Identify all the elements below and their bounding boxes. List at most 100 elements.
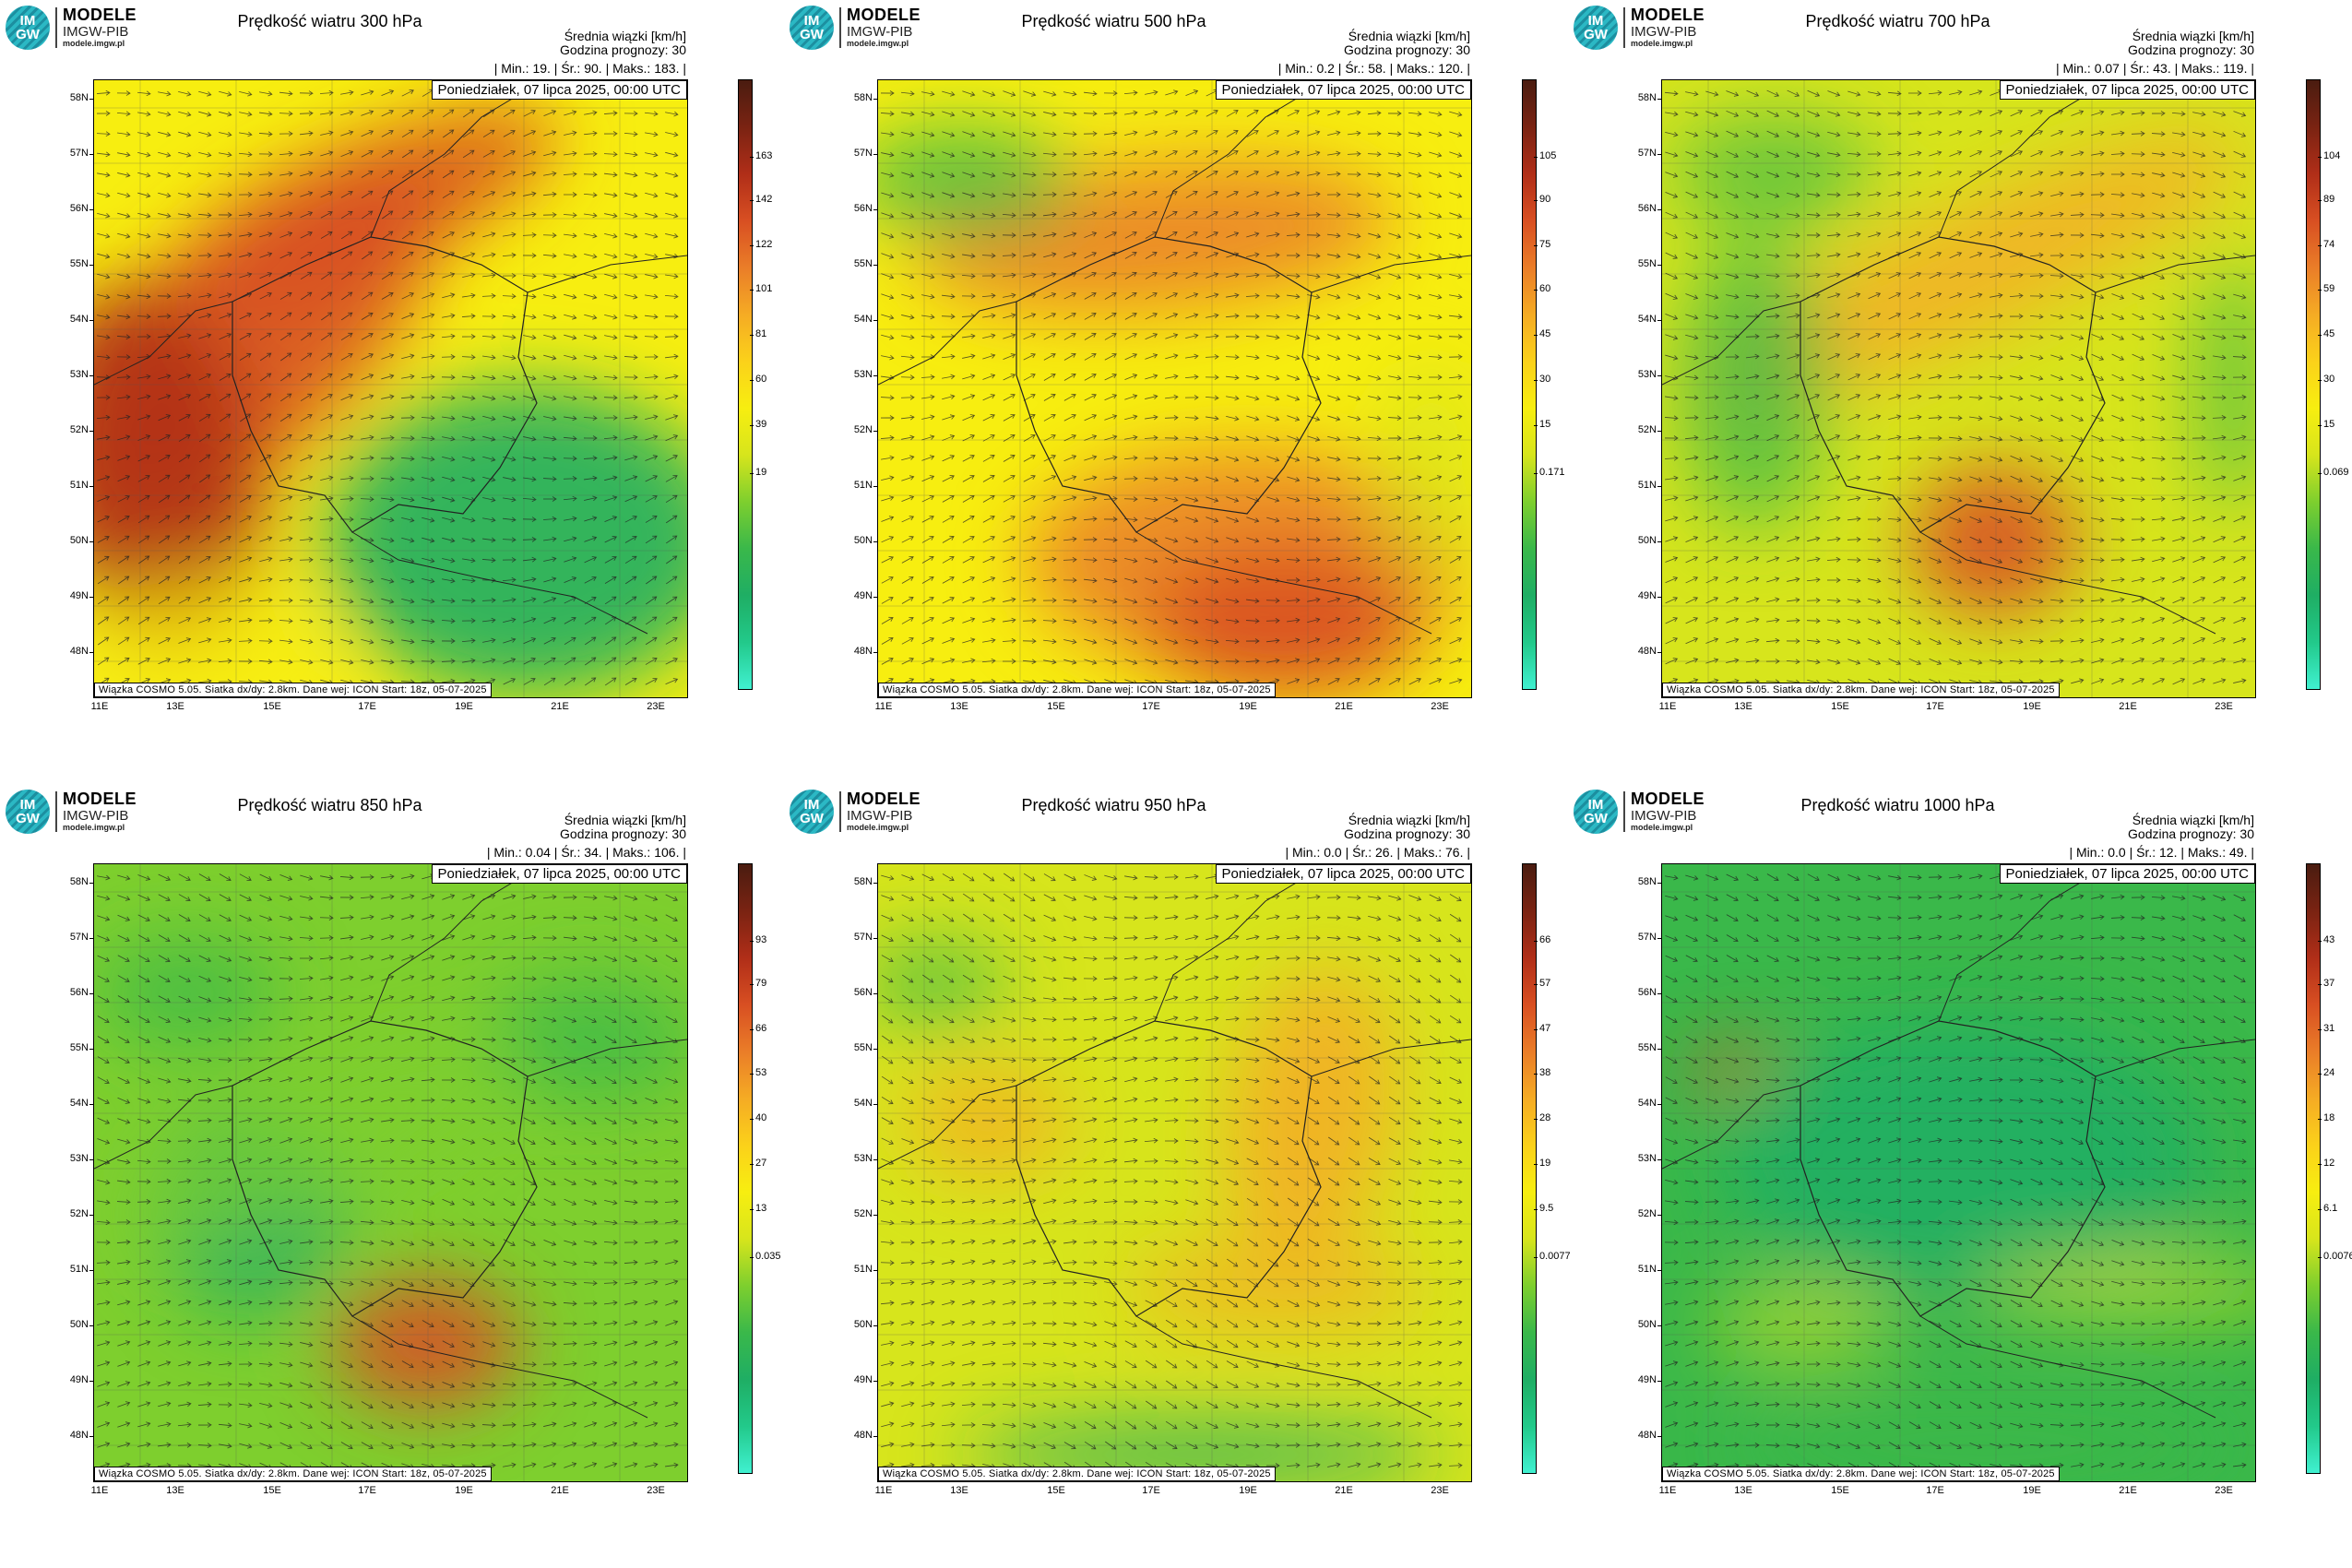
wind-arrow bbox=[1063, 1341, 1077, 1348]
wind-arrow bbox=[1949, 1056, 1963, 1063]
wind-arrow bbox=[1408, 1199, 1422, 1206]
wind-arrow bbox=[564, 374, 577, 381]
wind-arrow bbox=[1144, 895, 1158, 900]
wind-arrow bbox=[442, 1016, 456, 1022]
wind-arrow bbox=[624, 212, 638, 219]
wind-arrow bbox=[402, 190, 414, 199]
wind-map[interactable]: Poniedziałek, 07 lipca 2025, 00:00 UTC W… bbox=[1661, 863, 2256, 1482]
wind-arrow bbox=[1306, 1382, 1321, 1388]
wind-arrow bbox=[962, 1279, 976, 1286]
wind-arrow bbox=[1286, 934, 1301, 941]
wind-arrow bbox=[942, 1381, 956, 1387]
wind-arrow bbox=[1949, 576, 1963, 584]
wind-arrow bbox=[901, 1340, 915, 1347]
wind-arrow bbox=[1286, 1443, 1301, 1448]
wind-arrow bbox=[1206, 272, 1219, 279]
wind-arrow bbox=[1003, 1158, 1016, 1164]
wind-arrow bbox=[1063, 312, 1076, 320]
wind-arrow bbox=[442, 190, 455, 199]
wind-arrow bbox=[1827, 414, 1841, 422]
wind-arrow bbox=[259, 956, 273, 962]
wind-arrow bbox=[942, 475, 955, 482]
wind-arrow bbox=[198, 374, 211, 381]
wind-arrow bbox=[1063, 352, 1076, 361]
wind-arrow bbox=[583, 455, 598, 461]
wind-arrow bbox=[1206, 496, 1219, 503]
wind-arrow bbox=[462, 1098, 476, 1104]
wind-arrow bbox=[1246, 211, 1260, 218]
wind-arrow bbox=[339, 496, 354, 502]
wind-arrow bbox=[564, 1260, 577, 1266]
wind-arrow bbox=[361, 1280, 374, 1287]
wind-arrow bbox=[360, 517, 374, 523]
wind-arrow bbox=[1287, 435, 1301, 442]
wind-arrow bbox=[1827, 434, 1841, 442]
wind-arrow bbox=[1787, 536, 1800, 542]
wind-arrow bbox=[2010, 354, 2024, 361]
wind-arrow bbox=[584, 253, 598, 259]
wind-arrow bbox=[1949, 496, 1963, 503]
wind-arrow bbox=[1124, 1260, 1138, 1266]
wind-arrow bbox=[1766, 130, 1780, 137]
wind-arrow bbox=[961, 1178, 976, 1184]
imgw-logo[interactable]: IM GW MODELE IMGW-PIB modele.imgw.pl bbox=[6, 6, 162, 53]
wind-arrow bbox=[543, 415, 557, 422]
wind-arrow bbox=[401, 995, 415, 1002]
wind-arrow bbox=[2071, 191, 2085, 197]
logo-title: MODELE bbox=[847, 6, 921, 24]
wind-arrow bbox=[665, 111, 679, 117]
wind-arrow bbox=[503, 637, 517, 644]
wind-arrow bbox=[2091, 537, 2105, 543]
wind-map[interactable]: Poniedziałek, 07 lipca 2025, 00:00 UTC W… bbox=[1661, 79, 2256, 698]
wind-map[interactable]: Poniedziałek, 07 lipca 2025, 00:00 UTC W… bbox=[93, 79, 688, 698]
wind-arrow bbox=[1766, 253, 1780, 259]
wind-arrow bbox=[1043, 935, 1057, 942]
wind-arrow bbox=[1969, 191, 1983, 198]
wind-arrow bbox=[177, 1158, 192, 1164]
wind-arrow bbox=[604, 273, 618, 279]
wind-arrow bbox=[1286, 273, 1301, 279]
imgw-logo[interactable]: IM GW MODELE IMGW-PIB modele.imgw.pl bbox=[1574, 790, 1730, 837]
wind-arrow bbox=[2151, 456, 2166, 462]
wind-arrow bbox=[1348, 130, 1361, 137]
wind-arrow bbox=[2110, 517, 2125, 523]
wind-arrow bbox=[2192, 1016, 2205, 1024]
wind-arrow bbox=[1990, 659, 2003, 665]
wind-arrow bbox=[1868, 577, 1882, 584]
wind-arrow bbox=[2030, 516, 2044, 523]
wind-arrow bbox=[1368, 1116, 1381, 1125]
wind-arrow bbox=[2029, 1077, 2044, 1084]
imgw-logo[interactable]: IM GW MODELE IMGW-PIB modele.imgw.pl bbox=[790, 6, 946, 53]
wind-arrow bbox=[604, 314, 618, 320]
wind-map[interactable]: Poniedziałek, 07 lipca 2025, 00:00 UTC W… bbox=[877, 79, 1472, 698]
wind-arrow bbox=[462, 170, 475, 178]
wind-arrow bbox=[1430, 974, 1442, 983]
wind-arrow bbox=[1428, 394, 1443, 400]
wind-arrow bbox=[279, 150, 293, 157]
wind-arrow bbox=[1665, 556, 1679, 563]
wind-map[interactable]: Poniedziałek, 07 lipca 2025, 00:00 UTC W… bbox=[877, 863, 1472, 1482]
wind-arrow bbox=[921, 1421, 935, 1428]
wind-arrow bbox=[1827, 1076, 1841, 1083]
wind-arrow bbox=[2213, 955, 2226, 963]
wind-arrow bbox=[381, 638, 395, 645]
wind-arrow bbox=[1766, 394, 1780, 400]
wind-arrow bbox=[2172, 172, 2186, 178]
wind-arrow bbox=[1826, 212, 1841, 218]
wind-arrow bbox=[1084, 1341, 1098, 1348]
wind-arrow bbox=[96, 1259, 111, 1265]
wind-arrow bbox=[1807, 1097, 1821, 1103]
imgw-logo[interactable]: IM GW MODELE IMGW-PIB modele.imgw.pl bbox=[790, 790, 946, 837]
wind-arrow bbox=[902, 1015, 914, 1024]
wind-arrow bbox=[1003, 1320, 1016, 1326]
wind-arrow bbox=[901, 1462, 915, 1468]
wind-map[interactable]: Poniedziałek, 07 lipca 2025, 00:00 UTC W… bbox=[93, 863, 688, 1482]
wind-arrow bbox=[1388, 1219, 1402, 1226]
imgw-logo[interactable]: IM GW MODELE IMGW-PIB modele.imgw.pl bbox=[6, 790, 162, 837]
imgw-logo[interactable]: IM GW MODELE IMGW-PIB modele.imgw.pl bbox=[1574, 6, 1730, 53]
wind-arrow bbox=[299, 536, 314, 542]
wind-arrow bbox=[1185, 598, 1199, 604]
wind-arrow bbox=[1123, 935, 1138, 941]
wind-arrow bbox=[1348, 1421, 1361, 1428]
wind-arrow bbox=[1786, 232, 1800, 239]
